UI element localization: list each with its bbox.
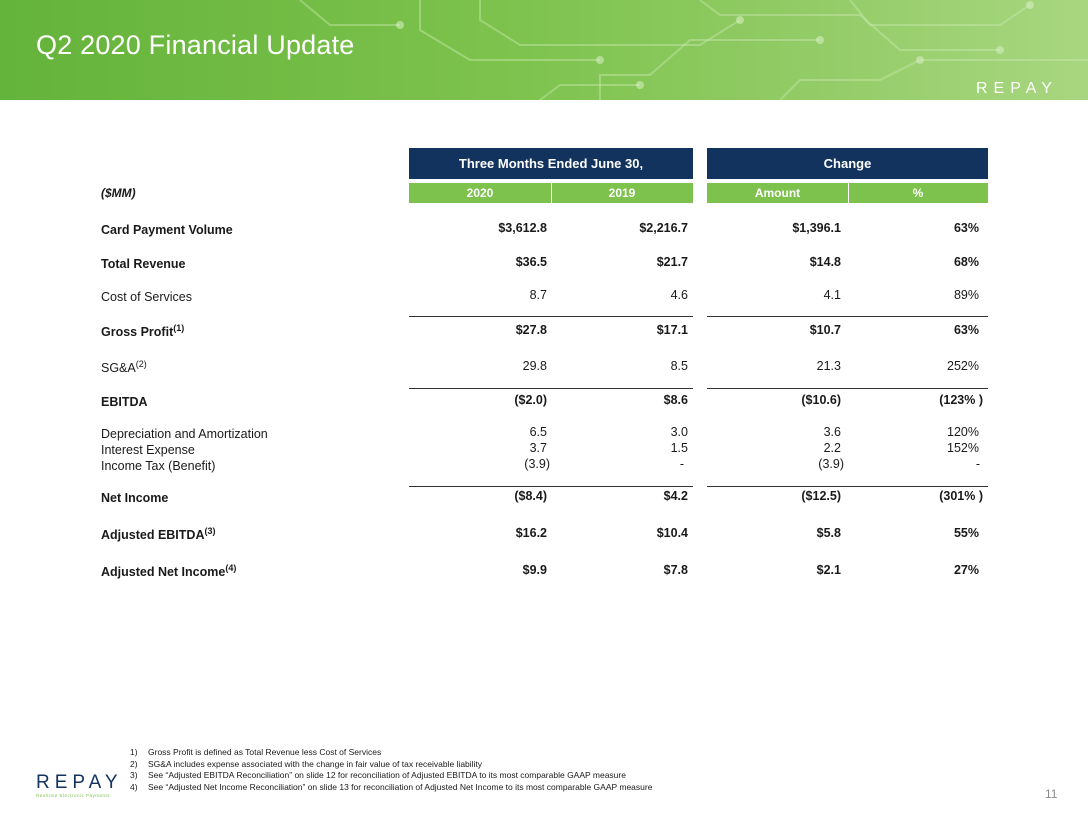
footnote: 4) See “Adjusted Net Income Reconciliatio… [130, 781, 653, 792]
footer-brand-logo: REPAY Realtime Electronic Payments [36, 772, 123, 798]
row-label-interest-expense: Interest Expense [101, 443, 195, 458]
row-label-gross-profit: Gross Profit(1) [101, 323, 185, 340]
page-number: 11 [1045, 787, 1058, 801]
cell-2020: $27.8 [515, 323, 547, 337]
cell-amount: 21.3 [816, 359, 841, 373]
cell-2019: $2,216.7 [639, 221, 688, 235]
row-label-income-tax: Income Tax (Benefit) [101, 459, 216, 474]
row-label-sga: SG&A(2) [101, 359, 147, 376]
row-label-adjusted-net-income: Adjusted Net Income(4) [101, 563, 237, 580]
footnote: 3) See “Adjusted EBITDA Reconciliation” o… [130, 770, 626, 780]
cell-2019: $4.2 [663, 489, 688, 503]
cell-percent: (301% ) [939, 489, 983, 503]
cell-2020: $9.9 [522, 563, 547, 577]
subtotal-rule [409, 316, 693, 317]
page-title: Q2 2020 Financial Update [36, 30, 355, 60]
cell-2020: ($8.4) [514, 489, 547, 503]
cell-percent: 63% [953, 323, 979, 337]
cell-2019: $10.4 [656, 526, 688, 540]
cell-2019: $21.7 [656, 255, 688, 269]
cell-percent: (123% ) [939, 393, 983, 407]
row-label-card-payment-volume: Card Payment Volume [101, 223, 233, 238]
cell-2019: 3.0 [670, 425, 688, 439]
unit-label: ($MM) [101, 186, 136, 200]
cell-percent: 55% [953, 526, 979, 540]
cell-percent: 63% [953, 221, 979, 235]
cell-2020: (3.9) [524, 457, 550, 471]
subtotal-rule [409, 486, 693, 487]
cell-percent: 120% [947, 425, 979, 439]
row-label-ebitda: EBITDA [101, 395, 148, 410]
cell-2019: 8.5 [670, 359, 688, 373]
cell-2020: $16.2 [515, 526, 547, 540]
row-label-net-income: Net Income [101, 491, 169, 506]
column-header-percent: % [848, 183, 988, 203]
cell-percent: 27% [953, 563, 979, 577]
cell-2020: ($2.0) [514, 393, 547, 407]
cell-2019: 1.5 [670, 441, 688, 455]
cell-percent: - [975, 457, 980, 471]
cell-amount: $1,396.1 [792, 221, 841, 235]
column-header-2020: 2020 [409, 183, 551, 203]
cell-2020: $3,612.8 [498, 221, 547, 235]
cell-2019: 4.6 [670, 288, 688, 302]
cell-2020: 8.7 [529, 288, 547, 302]
group-header-change: Change [707, 148, 988, 179]
subtotal-rule [707, 388, 988, 389]
brand-logo: REPAY [976, 80, 1058, 97]
cell-amount: $2.1 [816, 563, 841, 577]
row-label-depreciation-amortization: Depreciation and Amortization [101, 427, 268, 442]
cell-2019: $17.1 [656, 323, 688, 337]
cell-percent: 89% [953, 288, 979, 302]
subtotal-rule [409, 388, 693, 389]
circuit-pattern-graphic [299, 0, 1088, 100]
row-label-total-revenue: Total Revenue [101, 257, 186, 272]
column-header-2019: 2019 [551, 183, 693, 203]
cell-amount: (3.9) [818, 457, 844, 471]
footnotes: 1) Gross Profit is defined as Total Reven… [130, 747, 652, 793]
cell-amount: ($12.5) [801, 489, 841, 503]
cell-amount: ($10.6) [801, 393, 841, 407]
header-divider [551, 183, 552, 203]
cell-percent: 152% [947, 441, 979, 455]
footnote: 1) Gross Profit is defined as Total Reven… [130, 747, 382, 757]
cell-amount: $14.8 [809, 255, 841, 269]
subtotal-rule [707, 316, 988, 317]
cell-amount: 4.1 [823, 288, 841, 302]
row-label-adjusted-ebitda: Adjusted EBITDA(3) [101, 526, 216, 543]
footnote: 2) SG&A includes expense associated with … [130, 758, 483, 769]
cell-2019: $7.8 [663, 563, 688, 577]
cell-2020: 6.5 [529, 425, 547, 439]
group-header-three-months: Three Months Ended June 30, [409, 148, 693, 179]
cell-2020: $36.5 [515, 255, 547, 269]
cell-percent: 68% [953, 255, 979, 269]
cell-2020: 3.7 [529, 441, 547, 455]
cell-percent: 252% [947, 359, 979, 373]
column-header-amount: Amount [707, 183, 848, 203]
cell-2019: $8.6 [663, 393, 688, 407]
cell-amount: $5.8 [816, 526, 841, 540]
header-divider [848, 183, 849, 203]
subtotal-rule [707, 486, 988, 487]
header-banner: Q2 2020 Financial Update REPAY [0, 0, 1088, 100]
cell-amount: $10.7 [809, 323, 841, 337]
cell-amount: 3.6 [823, 425, 841, 439]
cell-2020: 29.8 [522, 359, 547, 373]
cell-amount: 2.2 [823, 441, 841, 455]
row-label-cost-of-services: Cost of Services [101, 290, 193, 305]
cell-2019: - [679, 457, 684, 471]
